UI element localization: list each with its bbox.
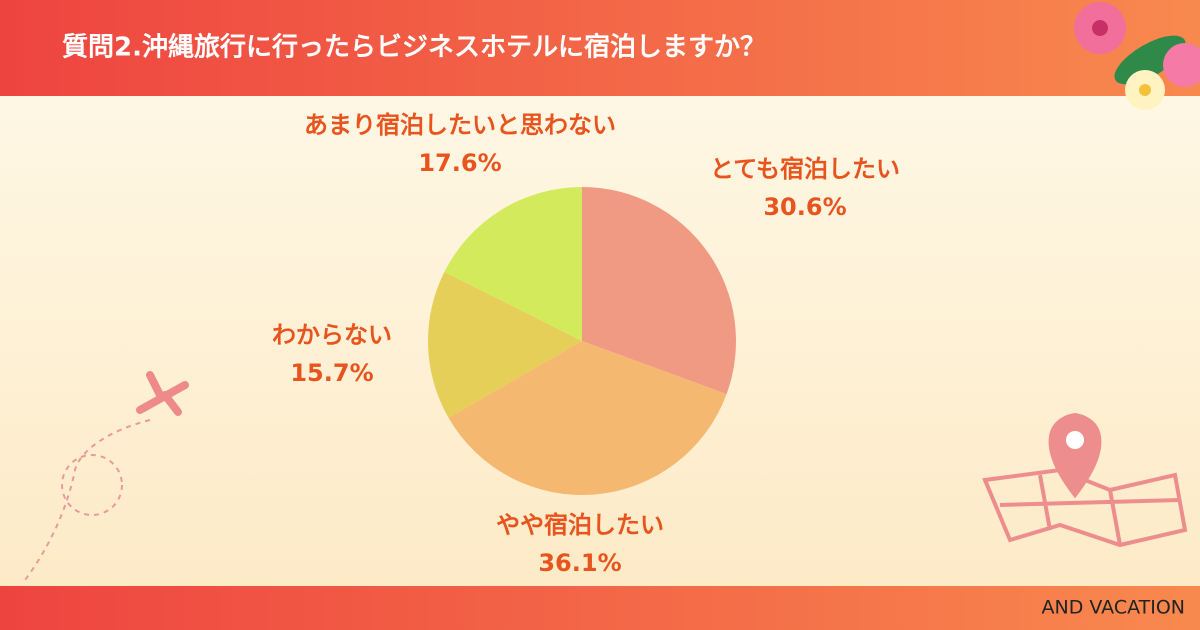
pie-slice	[582, 187, 736, 395]
slice-category-label: やや宿泊したい	[496, 511, 664, 539]
slice-value-label: 36.1%	[538, 549, 621, 577]
map-decoration	[982, 412, 1188, 548]
pie-slice	[428, 271, 582, 418]
header-band	[0, 0, 1200, 96]
pie-slice	[448, 341, 727, 496]
pie-slice	[444, 187, 582, 341]
chart-title: 質問2.沖縄旅行に行ったらビジネスホテルに宿泊しますか？	[62, 32, 766, 63]
flower-decoration	[1074, 2, 1200, 110]
slice-category-label: とても宿泊したい	[710, 155, 900, 183]
slice-value-label: 17.6%	[418, 149, 501, 177]
airplane-decoration	[24, 371, 189, 581]
slice-category-label: わからない	[272, 321, 392, 349]
footer-band	[0, 586, 1200, 630]
slice-value-label: 15.7%	[290, 359, 373, 387]
footer-text: AND VACATION	[1042, 597, 1186, 619]
slice-value-label: 30.6%	[763, 193, 846, 221]
slice-category-label: あまり宿泊したいと思わない	[304, 111, 616, 139]
